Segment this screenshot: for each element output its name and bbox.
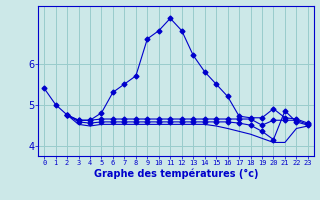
X-axis label: Graphe des températures (°c): Graphe des températures (°c) — [94, 169, 258, 179]
